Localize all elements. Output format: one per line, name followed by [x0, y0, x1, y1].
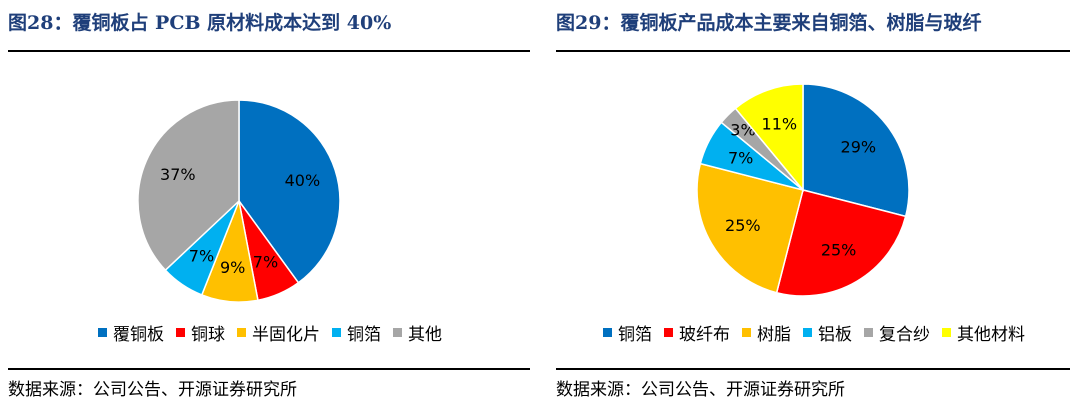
pie-slice-玻纤布	[775, 189, 907, 297]
legend-label: 半固化片	[252, 325, 320, 345]
legend-swatch	[332, 328, 341, 337]
legend-swatch	[803, 328, 812, 337]
legend-label: 复合纱	[879, 325, 930, 345]
chart-legend: 覆铜板 铜球 半固化片 铜箔 其他	[0, 320, 540, 345]
legend-item: 玻纤布	[664, 320, 730, 345]
data-source-note: 数据来源：公司公告、开源证券研究所	[556, 380, 845, 400]
slice-value-label: 25%	[725, 216, 761, 235]
pie-slice-其他	[137, 99, 240, 272]
legend-label: 覆铜板	[113, 325, 164, 345]
slice-value-label: 7%	[189, 247, 214, 266]
chart-panel-left: 图28：覆铜板占 PCB 原材料成本达到 40% 40% 7% 9% 7% 37% 覆铜…	[0, 12, 540, 400]
legend-label: 铝板	[818, 325, 852, 345]
legend-swatch	[664, 328, 673, 337]
data-source-note: 数据来源：公司公告、开源证券研究所	[8, 380, 297, 400]
legend-swatch	[176, 328, 185, 337]
source-divider	[8, 368, 530, 370]
legend-label: 其他材料	[957, 325, 1025, 345]
legend-swatch	[98, 328, 107, 337]
legend-item: 树脂	[742, 320, 791, 345]
slice-value-label: 37%	[160, 165, 196, 184]
chart-title: 图28：覆铜板占 PCB 原材料成本达到 40%	[8, 12, 392, 34]
legend-swatch	[237, 328, 246, 337]
legend-item: 铜箔	[332, 320, 381, 345]
slice-value-label: 40%	[285, 171, 321, 190]
legend-swatch	[393, 328, 402, 337]
slice-value-label: 7%	[728, 149, 753, 168]
legend-label: 铜箔	[347, 325, 381, 345]
source-divider	[556, 368, 1070, 370]
legend-label: 铜箔	[618, 325, 652, 345]
pie-slice-树脂	[696, 162, 804, 294]
legend-label: 树脂	[757, 325, 791, 345]
pie-slice-覆铜板	[238, 99, 341, 284]
slice-value-label: 11%	[762, 115, 798, 134]
pie-chart-ccl-cost: 29%25%25%7%3% 11%	[696, 83, 910, 297]
legend-item: 铜球	[176, 320, 225, 345]
legend-swatch	[942, 328, 951, 337]
legend-item: 铝板	[803, 320, 852, 345]
legend-item: 其他材料	[942, 320, 1025, 345]
legend-item: 其他	[393, 320, 442, 345]
slice-value-label: 7%	[253, 253, 278, 272]
legend-swatch	[742, 328, 751, 337]
pie-slice-其他材料	[734, 83, 804, 193]
chart-title: 图29：覆铜板产品成本主要来自铜箔、树脂与玻纤	[556, 12, 982, 34]
chart-legend: 铜箔 玻纤布 树脂 铝板 复合纱 其他材料	[548, 320, 1080, 345]
chart-panel-right: 图29：覆铜板产品成本主要来自铜箔、树脂与玻纤 29% 25% 25% 7% 3% 11%…	[548, 0, 1080, 404]
legend-swatch	[603, 328, 612, 337]
slice-value-label: 29%	[841, 138, 877, 157]
legend-label: 玻纤布	[679, 325, 730, 345]
pie-chart-pcb-materials: 40% 7% 9% 7% 37%	[137, 99, 341, 303]
legend-item: 半固化片	[237, 320, 320, 345]
slice-value-label: 25%	[821, 241, 857, 260]
legend-item: 复合纱	[864, 320, 930, 345]
legend-swatch	[864, 328, 873, 337]
slice-value-label: 9%	[220, 258, 245, 277]
title-divider	[556, 50, 1070, 52]
pie-slice-铜箔	[802, 83, 910, 218]
legend-label: 其他	[408, 325, 442, 345]
legend-item: 覆铜板	[98, 320, 164, 345]
title-divider	[8, 50, 530, 52]
legend-label: 铜球	[191, 325, 225, 345]
legend-item: 铜箔	[603, 320, 652, 345]
